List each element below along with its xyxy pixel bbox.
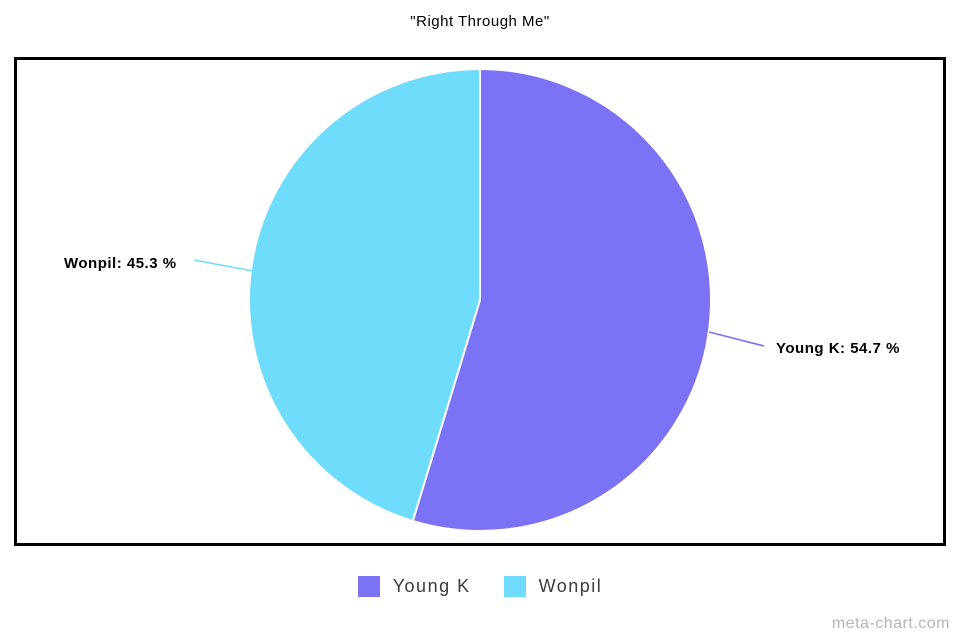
legend-label-wonpil: Wonpil [538,576,603,596]
slice-label-young-k: Young K: 54.7 % [776,340,900,357]
watermark: meta-chart.com [831,615,950,632]
chart-frame [14,57,946,546]
chart-title: "Right Through Me" [410,13,550,30]
slice-label-wonpil: Wonpil: 45.3 % [64,255,177,272]
legend-swatch-wonpil [503,576,526,597]
legend-swatch-young-k [357,576,380,597]
legend-label-young-k: Young K [392,576,471,596]
legend-item-young-k: Young K [357,576,471,597]
legend-item-wonpil: Wonpil [503,576,603,597]
legend: Young K Wonpil [0,576,960,597]
